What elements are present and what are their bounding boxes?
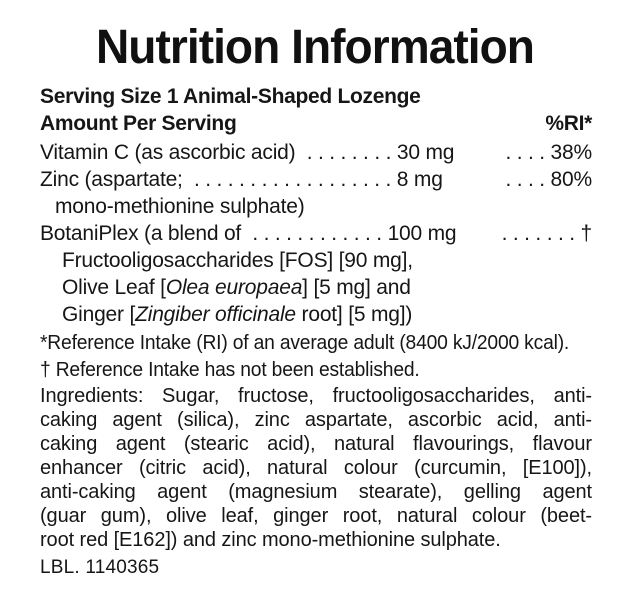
lbl-code: LBL. 1140365 bbox=[40, 557, 160, 578]
botaniplex-name-amount: BotaniPlex (a blend of . . . . . . . . .… bbox=[40, 222, 457, 245]
vitamin-c-name-amount: Vitamin C (as ascorbic acid) . . . . . .… bbox=[40, 141, 455, 164]
ingredients-line: root red [E162]) and zinc mono-methionin… bbox=[40, 529, 501, 551]
botaniplex-fos-text: Fructooligosaccharides [FOS] [90 mg], bbox=[62, 249, 413, 272]
footnotes: *Reference Intake (RI) of an average adu… bbox=[40, 329, 592, 383]
zinc-ri-value: . . . . 80% bbox=[505, 168, 592, 191]
row-botaniplex-olive-leaf: Olive Leaf [Olea europaea] [5 mg] and bbox=[40, 274, 592, 301]
row-botaniplex-ginger: Ginger [Zingiber officinale root] [5 mg]… bbox=[40, 301, 592, 328]
ingredients-line: enhancer (citric acid), natural colour (… bbox=[40, 457, 592, 479]
row-zinc: Zinc (aspartate; . . . . . . . . . . . .… bbox=[40, 166, 592, 193]
serving-size-line: Serving Size 1 Animal-Shaped Lozenge bbox=[40, 85, 421, 108]
ginger-prefix: Ginger [ bbox=[62, 303, 136, 326]
amount-per-serving-label: Amount Per Serving bbox=[40, 112, 237, 135]
olive-leaf-prefix: Olive Leaf [ bbox=[62, 276, 166, 299]
nutrient-rows: Vitamin C (as ascorbic acid) . . . . . .… bbox=[40, 139, 592, 328]
ingredients-line: Ingredients: Sugar, fructose, fructoolig… bbox=[40, 385, 592, 407]
amount-header-row: Amount Per Serving %RI* bbox=[40, 111, 592, 137]
label-title: Nutrition Information bbox=[95, 21, 535, 74]
ingredients-line: (guar gum), olive leaf, ginger root, nat… bbox=[40, 505, 592, 527]
row-botaniplex: BotaniPlex (a blend of . . . . . . . . .… bbox=[40, 220, 592, 247]
row-botaniplex-fos: Fructooligosaccharides [FOS] [90 mg], bbox=[40, 247, 592, 274]
ingredients-paragraph: Ingredients: Sugar, fructose, fructoolig… bbox=[40, 384, 592, 552]
zinc-name-amount: Zinc (aspartate; . . . . . . . . . . . .… bbox=[40, 168, 443, 191]
row-zinc-continuation: mono-methionine sulphate) bbox=[40, 193, 592, 220]
vitamin-c-ri-value: . . . . 38% bbox=[505, 141, 592, 164]
zinc-continuation-text: mono-methionine sulphate) bbox=[55, 195, 305, 218]
botaniplex-olive-leaf-text: Olive Leaf [Olea europaea] [5 mg] and bbox=[40, 274, 411, 301]
ingredients-line: caking agent (stearic acid), natural fla… bbox=[40, 433, 592, 455]
olive-leaf-suffix: ] [5 mg] and bbox=[302, 276, 411, 299]
ginger-suffix: root] [5 mg]) bbox=[295, 303, 413, 326]
dagger-footnote: † Reference Intake has not been establis… bbox=[40, 358, 420, 381]
ingredients-line: anti-caking agent (magnesium stearate), … bbox=[40, 481, 592, 503]
olive-leaf-latin-name: Olea europaea bbox=[165, 276, 303, 299]
ingredients-line: caking agent (silica), zinc aspartate, a… bbox=[40, 409, 592, 431]
row-vitamin-c: Vitamin C (as ascorbic acid) . . . . . .… bbox=[40, 139, 592, 166]
ginger-latin-name: Zingiber officinale bbox=[135, 303, 296, 326]
botaniplex-ri-value: . . . . . . . † bbox=[501, 222, 593, 245]
percent-ri-header: %RI* bbox=[545, 112, 592, 135]
botaniplex-ginger-text: Ginger [Zingiber officinale root] [5 mg]… bbox=[40, 301, 412, 328]
reference-intake-footnote: *Reference Intake (RI) of an average adu… bbox=[40, 331, 570, 354]
